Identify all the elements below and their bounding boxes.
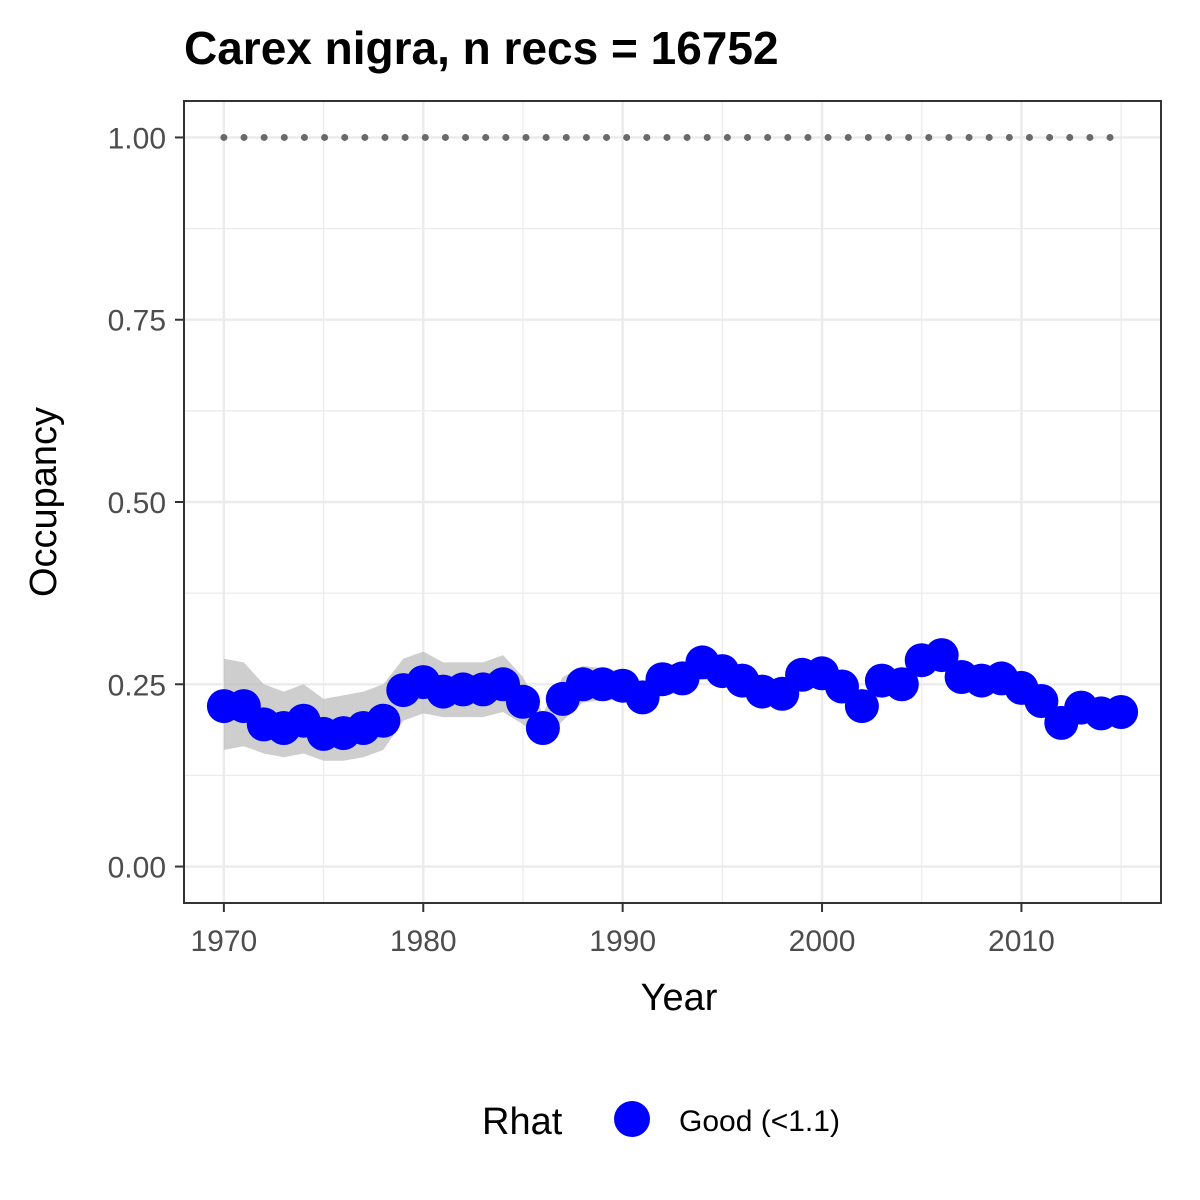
axis-layer: 1970 1980 1990 2000 2010 0.00 0.25 0.50 0.75 1.00 (108, 122, 1055, 958)
data-point (1104, 695, 1139, 729)
data-point (844, 689, 879, 724)
points-layer (206, 638, 1139, 751)
y-axis-title: Occupancy (23, 407, 65, 597)
x-tick-label: 1970 (191, 925, 258, 958)
data-point (1024, 684, 1059, 718)
y-tick-label: 0.00 (108, 852, 166, 885)
legend-title: Rhat (482, 1101, 563, 1143)
data-point (924, 638, 959, 673)
data-point (525, 711, 560, 745)
y-tick-label: 0.75 (108, 305, 166, 338)
x-tick-label: 2010 (988, 925, 1055, 958)
y-tick-label: 0.25 (108, 669, 166, 702)
data-point (884, 667, 919, 702)
y-tick-label: 0.50 (108, 487, 166, 520)
chart-title: Carex nigra, n recs = 16752 (184, 22, 779, 74)
y-tick-label: 1.00 (108, 122, 166, 155)
data-point (366, 703, 401, 738)
data-point (506, 684, 540, 719)
legend-key-good (614, 1101, 650, 1137)
x-axis-title: Year (641, 977, 718, 1019)
legend: Rhat Good (<1.1) (482, 1101, 840, 1143)
x-tick-label: 2000 (789, 925, 856, 958)
x-tick-label: 1990 (589, 925, 656, 958)
grid-layer (184, 101, 1161, 903)
legend-label-good: Good (<1.1) (679, 1105, 840, 1138)
x-tick-label: 1980 (390, 925, 457, 958)
